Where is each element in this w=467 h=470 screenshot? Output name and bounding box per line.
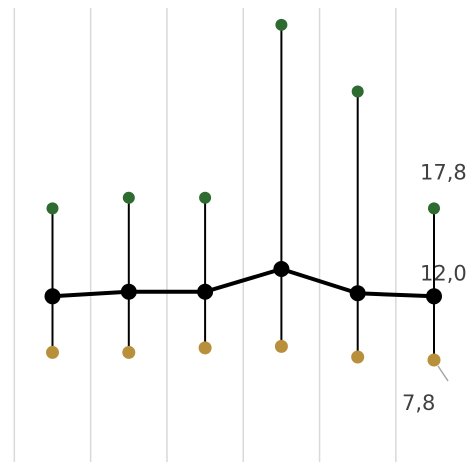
- data-label-low: 7,8: [402, 391, 435, 415]
- point-high: [275, 18, 288, 31]
- series-line: [52, 267, 435, 299]
- point-low: [46, 345, 59, 359]
- point-low: [198, 341, 212, 355]
- point-low: [274, 339, 288, 353]
- series-line-mid: [52, 267, 435, 299]
- data-label-high: 17,8: [420, 160, 467, 184]
- high-low-lines: [51, 24, 435, 360]
- point-low: [351, 350, 365, 364]
- point-high: [351, 85, 364, 98]
- point-high: [46, 202, 59, 215]
- point-low: [122, 345, 136, 359]
- data-points: [44, 18, 442, 367]
- point-mid: [197, 283, 214, 300]
- label-leader-line: [437, 365, 449, 382]
- point-high: [428, 202, 440, 215]
- point-mid: [120, 283, 137, 300]
- point-high: [199, 191, 212, 204]
- point-mid: [273, 261, 290, 277]
- data-labels: 17,8 12,0 7,8: [402, 160, 467, 415]
- point-mid: [426, 288, 442, 305]
- point-low: [427, 353, 441, 367]
- point-high: [122, 191, 135, 204]
- gridlines: [13, 8, 397, 462]
- point-mid: [349, 285, 366, 302]
- point-mid: [44, 288, 61, 305]
- data-label-mid: 12,0: [420, 261, 467, 285]
